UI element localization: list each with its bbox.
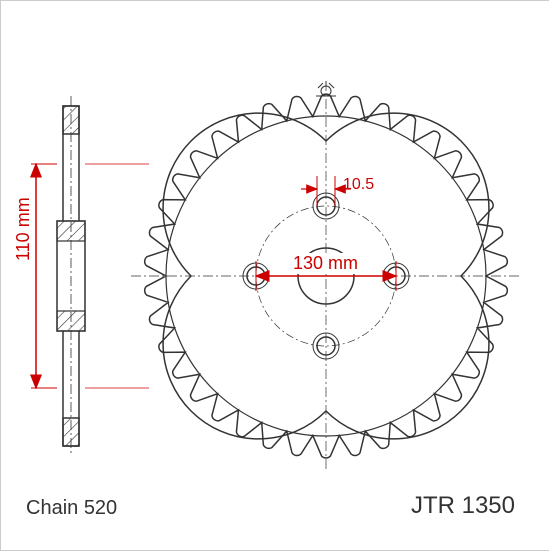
dim-130-label: 130 mm <box>291 253 360 274</box>
side-view <box>57 96 85 456</box>
part-number: JTR 1350 <box>411 492 515 520</box>
technical-drawing: 110 mm 130 mm 10.5 Chain 520 JTR 1350 <box>0 0 549 551</box>
dim-110-label: 110 mm <box>13 197 34 261</box>
dim-110 <box>31 164 57 388</box>
dim-105-label: 10.5 <box>343 176 374 194</box>
drawing-svg <box>1 1 549 550</box>
chain-spec: Chain 520 <box>26 497 117 520</box>
